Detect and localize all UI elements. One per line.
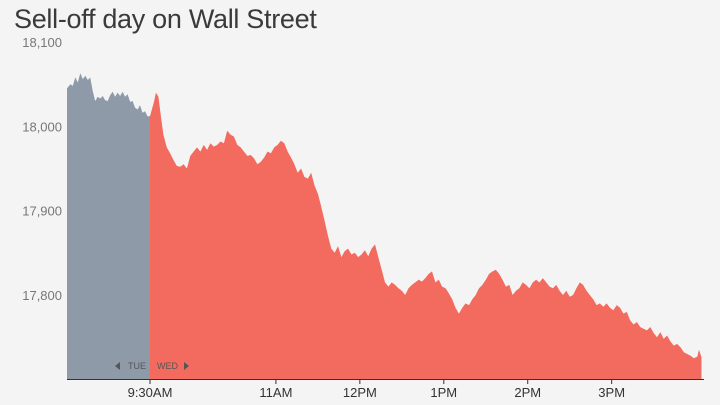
x-tick-label: 3PM [598, 385, 625, 400]
prior-day-label: TUE [128, 361, 146, 371]
y-tick-label: 18,100 [22, 35, 62, 50]
x-tick-label: 9:30AM [128, 385, 173, 400]
arrow-right-icon [184, 362, 189, 370]
y-tick-label: 17,900 [22, 204, 62, 219]
y-tick-label: 18,000 [22, 119, 62, 134]
current-day-area [150, 92, 702, 379]
prior-day-area-group [67, 73, 150, 379]
prior-day-area [67, 73, 150, 379]
x-tick-label: 1PM [430, 385, 457, 400]
y-axis-labels: 18,100 18,000 17,900 17,800 [22, 35, 62, 303]
chart-title: Sell-off day on Wall Street [14, 4, 317, 34]
x-tick-label: 12PM [343, 385, 377, 400]
arrow-left-icon [115, 362, 120, 370]
x-axis-ticks: 9:30AM 11AM 12PM 1PM 2PM 3PM [128, 379, 625, 400]
current-day-label: WED [157, 361, 178, 371]
current-day-area-group [150, 92, 702, 379]
x-tick-label: 11AM [259, 385, 292, 400]
day-markers: TUE WED [115, 361, 189, 371]
x-tick-label: 2PM [514, 385, 541, 400]
y-tick-label: 17,800 [22, 288, 62, 303]
